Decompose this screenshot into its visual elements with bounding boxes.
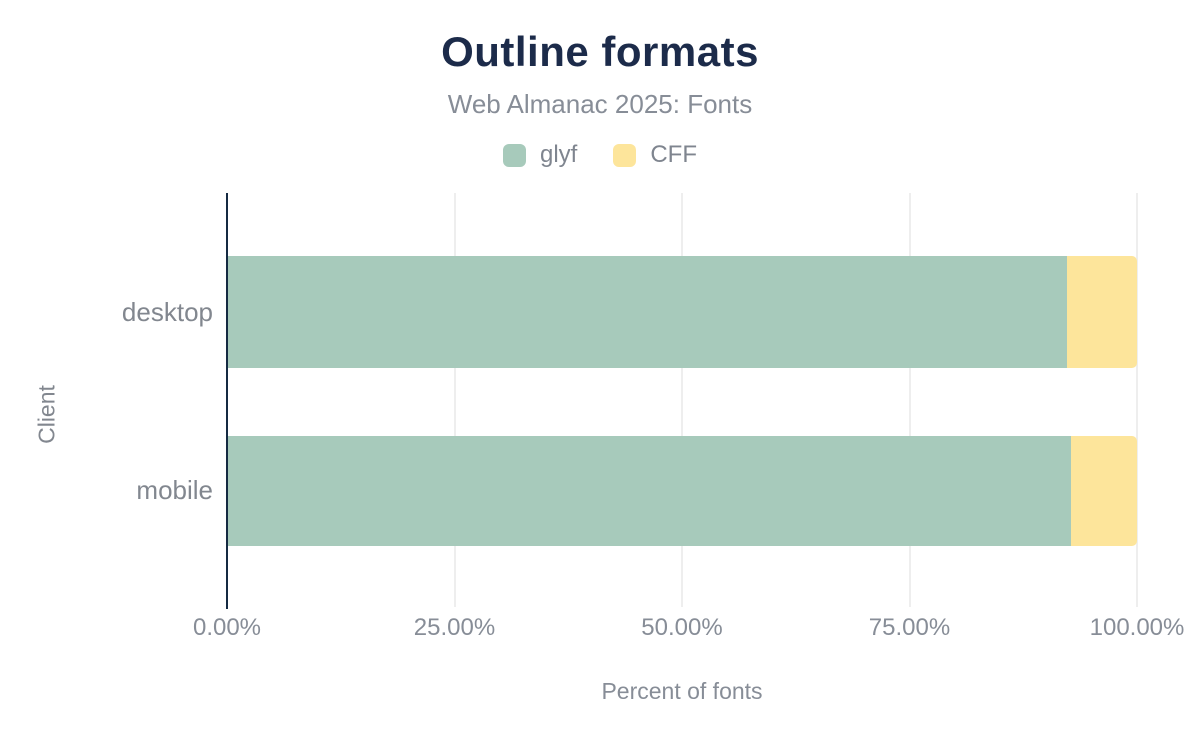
y-axis-line bbox=[226, 193, 228, 609]
x-axis-title: Percent of fonts bbox=[601, 678, 763, 704]
gridline bbox=[1136, 193, 1138, 607]
cff-swatch-icon bbox=[613, 143, 637, 167]
chart-title: Outline formats bbox=[441, 28, 759, 75]
x-tick-label: 50.00% bbox=[641, 614, 723, 641]
chart-subtitle: Web Almanac 2025: Fonts bbox=[447, 89, 753, 119]
y-axis-title: Client bbox=[33, 385, 60, 444]
legend-label-glyf: glyf bbox=[539, 141, 578, 168]
category-label-mobile: mobile bbox=[136, 475, 213, 505]
bar-segment-glyf-mobile[interactable] bbox=[227, 436, 1072, 546]
legend-item-cff[interactable]: CFF bbox=[613, 141, 697, 169]
x-tick-label: 100.00% bbox=[1089, 614, 1185, 641]
x-tick-label: 75.00% bbox=[868, 614, 951, 641]
legend-item-glyf[interactable]: glyf bbox=[502, 141, 578, 169]
bar-segment-CFF-desktop[interactable] bbox=[1066, 256, 1137, 368]
legend: glyf CFF bbox=[0, 141, 1200, 169]
x-axis-ticks: 0.00% 25.00% 50.00% 75.00% 100.00% bbox=[193, 614, 1184, 644]
gridline bbox=[453, 193, 456, 607]
bar-segment-glyf-desktop[interactable] bbox=[227, 256, 1067, 368]
gridline bbox=[681, 193, 683, 607]
bar-desktop bbox=[227, 256, 1137, 368]
x-tick-label: 0.00% bbox=[192, 614, 262, 641]
x-tick-label: 25.00% bbox=[413, 614, 496, 641]
legend-label-cff: CFF bbox=[650, 141, 697, 168]
category-label-desktop: desktop bbox=[121, 297, 213, 327]
gridline bbox=[908, 193, 911, 607]
bar-segment-CFF-mobile[interactable] bbox=[1071, 436, 1137, 546]
glyf-swatch-icon bbox=[502, 143, 526, 167]
plot-area bbox=[227, 193, 1138, 607]
bar-mobile bbox=[227, 436, 1137, 546]
